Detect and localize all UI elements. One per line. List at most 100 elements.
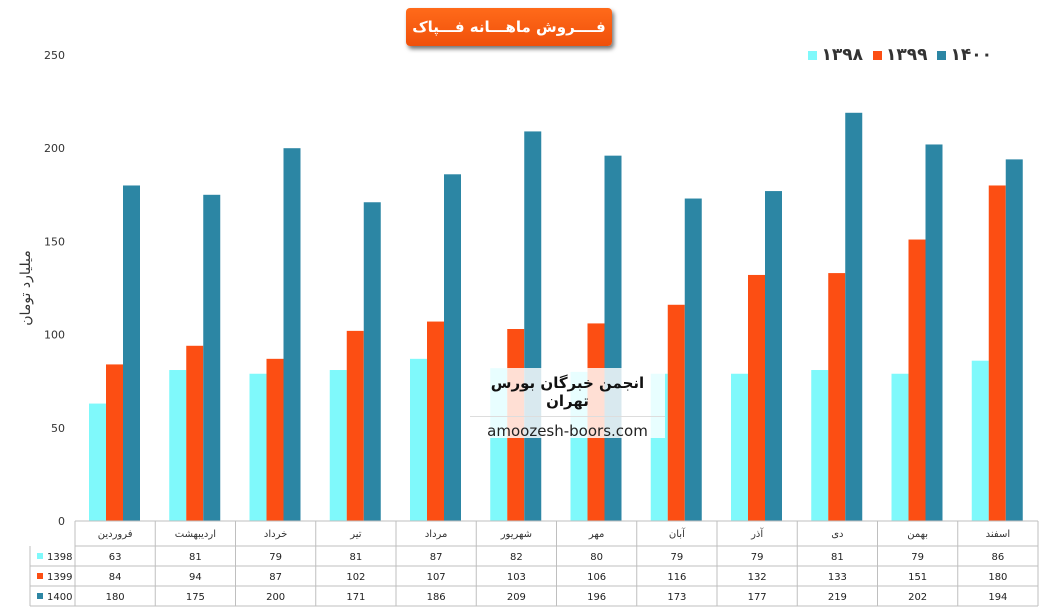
table-cell-value: 103 xyxy=(507,572,526,583)
bar-1400 xyxy=(765,191,782,521)
bar-1400 xyxy=(363,202,381,522)
legend-label: ۱۳۹۹ xyxy=(885,45,928,65)
legend-item-1398: ۱۳۹۸ xyxy=(808,45,863,65)
bar-1398 xyxy=(891,373,909,521)
watermark: انجمن خبرگان بورس تهران amoozesh-boors.c… xyxy=(470,368,665,440)
bar-1399 xyxy=(266,358,284,521)
bar-1398 xyxy=(89,403,106,521)
table-cell-value: 79 xyxy=(671,552,684,563)
table-cell-value: 102 xyxy=(346,572,365,583)
table-cell-value: 106 xyxy=(587,572,606,583)
legend-item-1400: ۱۴۰۰ xyxy=(937,45,992,65)
bar-1398 xyxy=(410,358,427,521)
table-cell-value: 79 xyxy=(911,552,924,563)
table-cell-value: 116 xyxy=(667,572,686,583)
y-tick-label: 50 xyxy=(51,422,65,435)
bar-1400 xyxy=(845,112,863,521)
x-tick-label: دی xyxy=(831,529,843,540)
table-cell-value: 171 xyxy=(346,592,365,603)
table-cell-value: 202 xyxy=(908,592,927,603)
table-cell-value: 87 xyxy=(430,552,443,563)
chart-title: فــــروش ماهـــانه فـــپاک xyxy=(406,8,612,46)
bar-1399 xyxy=(106,364,123,521)
table-cell-value: 80 xyxy=(590,552,603,563)
table-cell-value: 151 xyxy=(908,572,927,583)
table-cell-value: 133 xyxy=(828,572,847,583)
x-tick-label: فروردین xyxy=(98,529,133,540)
table-cell-value: 63 xyxy=(109,552,122,563)
table-legend-key-1398 xyxy=(37,553,43,559)
legend-label: ۱۳۹۸ xyxy=(821,45,863,65)
bar-1400 xyxy=(524,131,542,521)
legend-swatch xyxy=(872,50,882,60)
x-tick-label: آذر xyxy=(750,527,764,540)
table-legend-key-1400 xyxy=(37,593,43,599)
bar-1400 xyxy=(283,148,301,521)
bar-1399 xyxy=(828,273,846,521)
legend-swatch xyxy=(937,50,947,60)
table-cell-value: 196 xyxy=(587,592,606,603)
y-tick-label: 250 xyxy=(44,49,65,62)
table-row-label: 1398 xyxy=(47,552,72,563)
bar-1399 xyxy=(346,330,364,521)
table-cell-value: 180 xyxy=(988,572,1007,583)
table-cell-value: 209 xyxy=(507,592,526,603)
table-cell-value: 107 xyxy=(427,572,446,583)
table-row-label: 1400 xyxy=(47,592,72,603)
y-tick-label: 100 xyxy=(44,329,65,342)
bar-1399 xyxy=(748,274,765,521)
table-cell-value: 132 xyxy=(748,572,767,583)
bar-1398 xyxy=(731,373,748,521)
bar-1400 xyxy=(604,155,622,521)
y-tick-label: 200 xyxy=(44,142,65,155)
table-cell-value: 82 xyxy=(510,552,523,563)
table-cell-value: 81 xyxy=(831,552,844,563)
legend-item-1399: ۱۳۹۹ xyxy=(872,45,928,65)
bar-1398 xyxy=(971,360,989,521)
table-cell-value: 173 xyxy=(667,592,686,603)
bar-1399 xyxy=(988,185,1006,522)
bar-1400 xyxy=(1005,159,1023,521)
bar-1398 xyxy=(329,370,347,521)
table-cell-value: 79 xyxy=(751,552,764,563)
bar-1399 xyxy=(908,239,926,521)
x-tick-label: اسفند xyxy=(986,529,1010,540)
table-cell-value: 177 xyxy=(748,592,767,603)
chart-legend: ۱۴۰۰ ۱۳۹۹ ۱۳۹۸ xyxy=(808,45,992,65)
x-tick-label: مرداد xyxy=(425,529,448,540)
y-axis-label: میلیارد تومان xyxy=(18,250,34,325)
x-tick-label: شهریور xyxy=(500,529,532,540)
y-tick-label: 150 xyxy=(44,235,65,248)
table-cell-value: 194 xyxy=(988,592,1007,603)
table-cell-value: 186 xyxy=(427,592,446,603)
watermark-url: amoozesh-boors.com xyxy=(487,422,648,440)
bar-1400 xyxy=(203,194,221,522)
table-cell-value: 180 xyxy=(106,592,125,603)
x-tick-label: تیر xyxy=(349,529,362,540)
table-cell-value: 219 xyxy=(828,592,847,603)
bar-1399 xyxy=(427,321,444,521)
bar-1399 xyxy=(667,304,685,521)
bar-1400 xyxy=(925,144,943,522)
table-cell-value: 81 xyxy=(350,552,363,563)
bar-1398 xyxy=(169,370,187,521)
table-cell-value: 175 xyxy=(186,592,205,603)
legend-swatch xyxy=(808,50,818,60)
bar-1400 xyxy=(123,185,140,522)
x-tick-label: مهر xyxy=(588,529,604,540)
watermark-title: انجمن خبرگان بورس تهران xyxy=(490,374,645,410)
table-cell-value: 86 xyxy=(992,552,1005,563)
table-legend-key-1399 xyxy=(37,573,43,579)
table-cell-value: 87 xyxy=(269,572,282,583)
x-tick-label: بهمن xyxy=(907,529,928,540)
table-cell-value: 79 xyxy=(269,552,282,563)
x-tick-label: آبان xyxy=(669,527,686,540)
bar-1398 xyxy=(811,370,829,521)
bar-1400 xyxy=(444,174,461,521)
bar-1400 xyxy=(684,198,702,521)
x-tick-label: خرداد xyxy=(264,529,287,540)
bar-1398 xyxy=(249,373,267,521)
table-cell-value: 81 xyxy=(189,552,202,563)
table-cell-value: 200 xyxy=(266,592,285,603)
